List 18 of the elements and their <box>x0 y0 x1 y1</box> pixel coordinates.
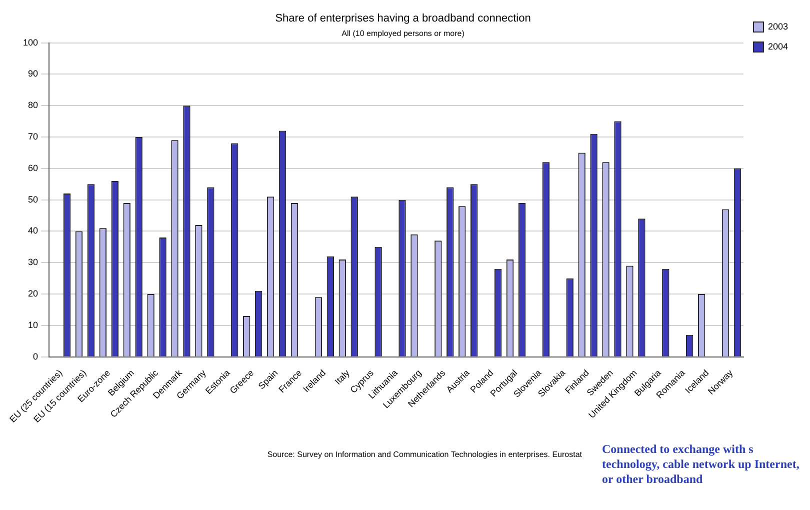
chart-title: Share of enterprises having a broadband connection <box>275 12 531 25</box>
legend-label: 2003 <box>768 21 788 32</box>
y-tick-label: 70 <box>28 132 38 142</box>
y-tick-label: 10 <box>28 320 38 330</box>
y-tick-label: 100 <box>23 37 38 48</box>
text: Connected to exchange with s technology, cable network up Internet, or other broadband <box>602 442 800 487</box>
y-tick-label: 60 <box>28 162 38 173</box>
chart-subtitle: All (10 employed persons or more) <box>342 29 465 38</box>
y-tick-label: 40 <box>28 226 38 236</box>
y-tick-label: 20 <box>28 288 38 299</box>
legend-label: 2004 <box>768 41 788 52</box>
y-tick-label: 50 <box>28 194 38 204</box>
y-tick-label: 0 <box>33 351 38 362</box>
y-tick-label: 80 <box>28 100 38 110</box>
y-tick-label: 30 <box>28 257 38 268</box>
source-note: Source: Survey on Information and Communication Technologies in enterprises. Eurostat <box>267 450 582 459</box>
x-tick-label: Italy <box>332 367 352 387</box>
y-tick-label: 90 <box>28 68 38 79</box>
